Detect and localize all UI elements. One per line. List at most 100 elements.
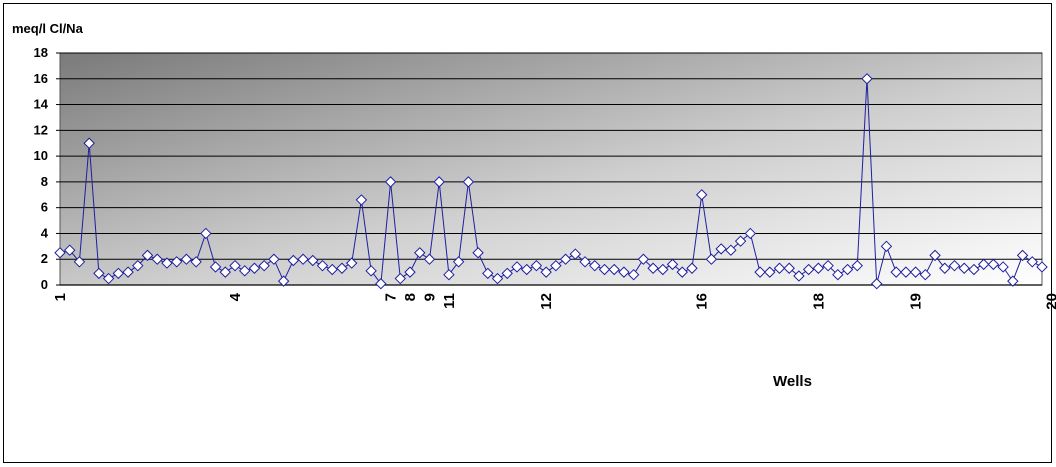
data-point — [627, 268, 640, 281]
x-tick-label: 8 — [402, 293, 419, 301]
data-point — [725, 244, 737, 256]
data-point — [977, 258, 990, 271]
data-point — [569, 248, 582, 260]
data-point — [394, 272, 407, 285]
data-point — [618, 266, 630, 278]
data-point — [1007, 275, 1019, 287]
data-point — [102, 272, 115, 285]
data-point — [939, 262, 951, 274]
data-point — [122, 266, 134, 278]
data-point — [550, 259, 562, 272]
data-point — [248, 262, 261, 274]
data-point — [482, 267, 494, 280]
data-point — [404, 266, 416, 278]
data-point — [647, 262, 659, 274]
data-point — [686, 262, 698, 274]
data-point — [287, 254, 300, 267]
data-point — [472, 247, 484, 259]
x-tick-label: 9 — [421, 293, 438, 301]
data-point — [200, 227, 212, 240]
y-tick-label: 10 — [34, 148, 48, 163]
data-point — [1036, 261, 1048, 273]
data-point — [219, 266, 231, 278]
x-tick-label: 19 — [908, 293, 925, 310]
x-tick-label: 20 — [1044, 293, 1056, 310]
x-axis-label: Wells — [773, 373, 812, 390]
data-point — [511, 261, 523, 273]
data-point — [695, 189, 708, 201]
data-point — [414, 247, 426, 259]
data-point — [384, 176, 397, 188]
data-point — [93, 267, 105, 280]
x-tick-label: 12 — [538, 293, 555, 310]
data-point — [997, 261, 1009, 273]
data-point — [909, 266, 922, 278]
y-tick-label: 2 — [41, 251, 48, 266]
data-point — [929, 249, 941, 262]
x-tick-label: 16 — [694, 293, 711, 310]
data-point — [73, 256, 86, 268]
data-point — [540, 266, 552, 278]
data-point — [268, 253, 280, 265]
data-point — [861, 73, 873, 85]
data-point — [890, 266, 902, 278]
data-point — [919, 268, 932, 281]
y-tick-label: 18 — [34, 45, 48, 60]
data-point — [530, 259, 543, 272]
data-point — [705, 253, 718, 265]
data-point — [802, 263, 815, 276]
data-point — [180, 253, 193, 265]
data-point — [579, 256, 591, 268]
data-point — [764, 266, 776, 278]
x-tick-label: 11 — [441, 293, 458, 309]
y-tick-label: 16 — [34, 71, 48, 86]
data-point — [64, 244, 76, 256]
data-point — [900, 266, 912, 278]
data-point — [501, 267, 513, 280]
x-tick-label: 7 — [383, 293, 400, 301]
data-point — [676, 266, 688, 278]
y-tick-label: 14 — [34, 97, 49, 112]
data-point — [958, 262, 970, 274]
data-point — [345, 257, 358, 269]
data-point — [132, 259, 144, 272]
data-point — [375, 278, 387, 290]
data-point — [462, 176, 475, 188]
data-point — [832, 268, 844, 281]
data-point — [141, 249, 154, 262]
data-point — [326, 263, 338, 276]
data-point — [520, 263, 533, 276]
y-tick-label: 6 — [41, 200, 48, 215]
data-point — [589, 259, 601, 272]
data-point — [657, 263, 669, 276]
data-point — [151, 253, 163, 265]
data-point — [491, 272, 504, 285]
data-point — [258, 259, 270, 272]
y-tick-label: 12 — [34, 122, 48, 137]
data-point — [598, 263, 611, 276]
data-point — [812, 262, 825, 274]
data-point — [783, 262, 795, 274]
data-point — [239, 265, 251, 277]
data-point — [666, 258, 679, 271]
data-point — [851, 259, 863, 272]
data-point — [754, 266, 766, 278]
y-axis-label: meq/l Cl/Na — [12, 21, 84, 36]
data-point — [608, 263, 620, 276]
y-tick-label: 4 — [41, 225, 49, 240]
data-point — [355, 194, 368, 206]
data-point — [170, 256, 183, 268]
data-point — [161, 257, 173, 269]
data-point — [822, 259, 834, 272]
data-point — [433, 176, 445, 188]
data-point — [968, 263, 980, 276]
data-point — [316, 259, 329, 272]
data-point — [423, 253, 436, 265]
y-tick-label: 0 — [41, 277, 48, 292]
data-point — [277, 275, 290, 287]
data-point — [443, 268, 455, 281]
data-point — [190, 256, 202, 268]
x-tick-label: 18 — [810, 293, 827, 310]
data-point — [773, 262, 786, 274]
